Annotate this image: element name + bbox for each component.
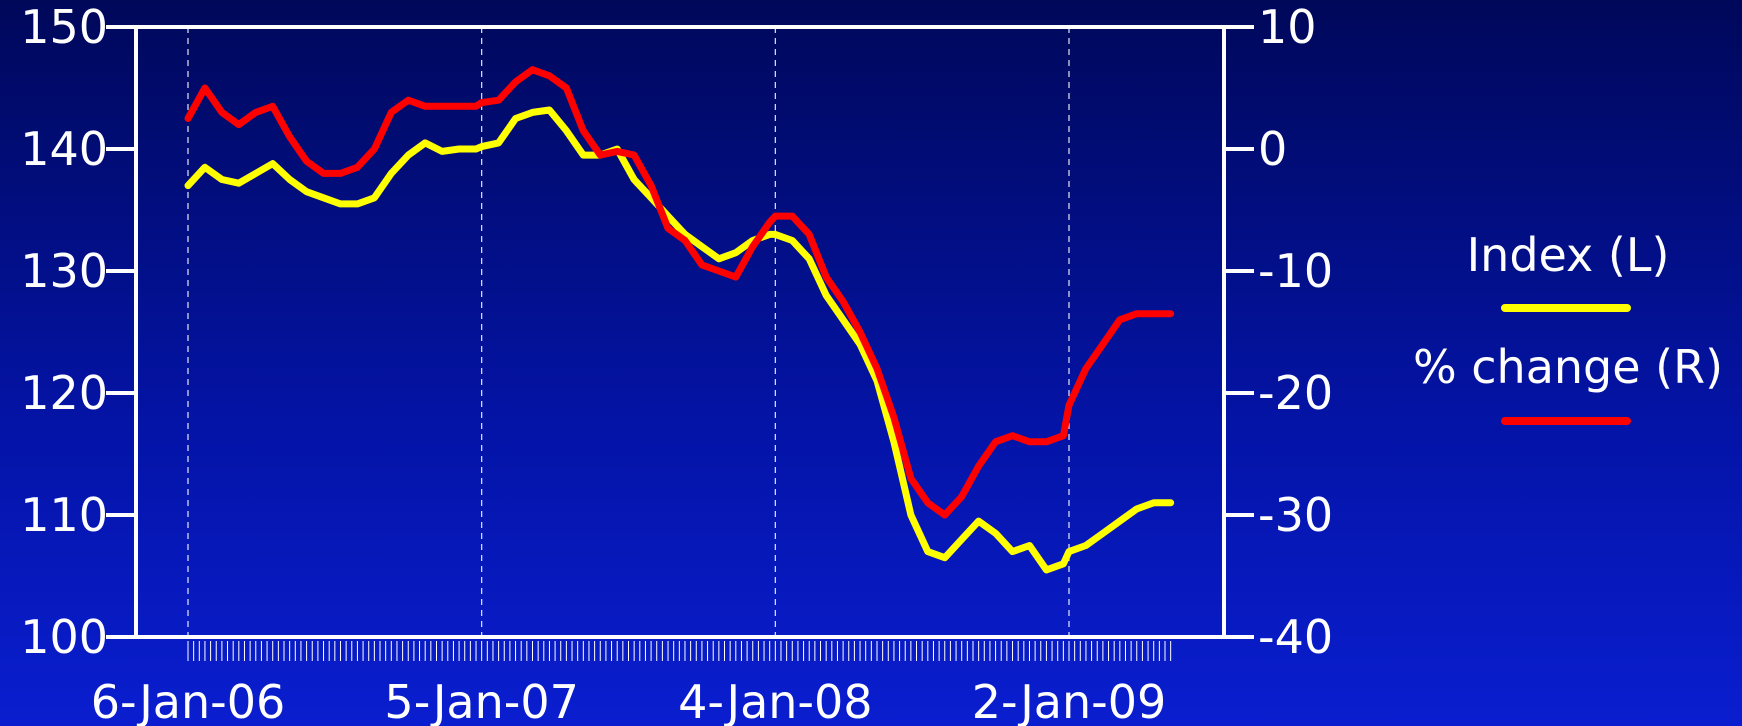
- y-right-tick-label-3: -10: [1258, 244, 1333, 298]
- y-left-tick-label-3: 130: [20, 244, 108, 298]
- y-left-tick-label-5: 150: [20, 0, 108, 54]
- y-right-tick-label-2: -20: [1258, 366, 1333, 420]
- legend-label-pct-change: % change (R): [1413, 340, 1723, 394]
- x-tick-label-3: 2-Jan-09: [972, 675, 1166, 726]
- series-lines: [184, 66, 1175, 574]
- y-left-ticks: 100 110 120 130 140 150: [20, 0, 136, 664]
- x-tick-label-2: 4-Jan-08: [678, 675, 872, 726]
- y-right-ticks: -40 -30 -20 -10 0 10: [1224, 0, 1333, 664]
- y-right-tick-label-0: -40: [1258, 610, 1333, 664]
- y-left-tick-label-2: 120: [20, 366, 108, 420]
- y-left-tick-label-1: 110: [20, 488, 108, 542]
- x-tick-label-1: 5-Jan-07: [384, 675, 578, 726]
- legend: Index (L) % change (R): [1413, 228, 1723, 425]
- y-left-tick-label-4: 140: [20, 122, 108, 176]
- axes: [106, 25, 1254, 639]
- y-left-tick-label-0: 100: [20, 610, 108, 664]
- y-right-tick-label-5: 10: [1258, 0, 1317, 54]
- y-right-tick-label-1: -30: [1258, 488, 1333, 542]
- legend-label-index: Index (L): [1467, 228, 1670, 282]
- series-line-pct-change: [184, 66, 1175, 519]
- vertical-gridlines: [187, 27, 1070, 637]
- x-tick-label-0: 6-Jan-06: [91, 675, 285, 726]
- x-minor-ticks: [187, 641, 1172, 661]
- y-right-tick-label-4: 0: [1258, 122, 1287, 176]
- x-tick-labels: 6-Jan-06 5-Jan-07 4-Jan-08 2-Jan-09: [91, 675, 1166, 726]
- series-line-index: [184, 106, 1175, 574]
